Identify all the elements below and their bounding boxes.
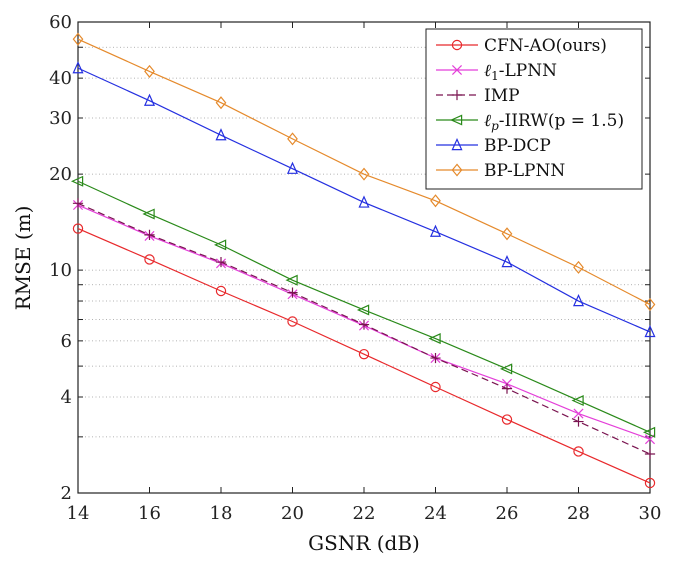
triangle-left-marker — [142, 208, 155, 220]
legend-label: ℓ1-LPNN — [484, 61, 557, 83]
x-tick-label: 18 — [210, 503, 233, 524]
legend-entry: ℓ1-LPNN — [436, 61, 557, 83]
plus-marker — [144, 229, 155, 240]
series-line — [77, 38, 651, 306]
circle-marker — [430, 381, 441, 393]
series-line — [77, 180, 651, 433]
diamond-marker — [573, 260, 584, 274]
triangle-left-marker — [571, 394, 584, 407]
triangle-up-marker — [358, 195, 370, 208]
series-p-iirw-p-1-5 — [70, 175, 656, 438]
circle-marker — [451, 39, 463, 51]
y-tick-label: 30 — [49, 108, 72, 129]
x-tick-label: 28 — [567, 503, 590, 524]
legend-label: CFN-AO(ours) — [484, 36, 607, 56]
plus-marker — [215, 256, 227, 268]
circle-marker — [358, 348, 370, 360]
triangle-up-marker — [451, 137, 463, 151]
x-tick-label: 20 — [281, 503, 304, 524]
x-axis-ticks: 14 16 18 20 22 24 26 28 30 — [67, 22, 662, 524]
triangle-up-marker — [429, 224, 442, 237]
y-tick-label: 10 — [49, 260, 72, 281]
legend-box — [425, 28, 643, 190]
triangle-left-marker — [449, 114, 463, 126]
triangle-up-marker — [143, 93, 156, 106]
circle-marker — [72, 223, 84, 234]
plus-marker — [287, 287, 298, 298]
legend-entry: CFN-AO(ours) — [436, 36, 607, 56]
circle-marker — [644, 477, 656, 489]
legend-entry: ℓp-IIRW(p = 1.5) — [436, 111, 624, 133]
plus-marker — [573, 416, 584, 427]
diamond-marker — [215, 96, 227, 110]
triangle-up-marker — [572, 293, 585, 307]
y-tick-label: 6 — [61, 331, 72, 352]
x-tick-label: 24 — [424, 503, 447, 524]
triangle-up-marker — [644, 324, 656, 338]
series-line — [77, 228, 651, 484]
circle-marker — [215, 285, 227, 297]
plus-marker — [451, 89, 463, 101]
x-marker — [573, 408, 584, 419]
legend-label: IMP — [484, 86, 520, 106]
circle-marker — [573, 446, 584, 457]
legend-label: BP-DCP — [484, 136, 551, 156]
x-axis-label: GSNR (dB) — [308, 531, 420, 555]
diamond-marker — [358, 167, 370, 181]
triangle-left-marker — [70, 175, 84, 187]
diamond-marker — [72, 32, 84, 46]
triangle-up-marker — [215, 128, 227, 141]
series-lines — [70, 32, 656, 489]
x-tick-label: 26 — [496, 503, 519, 524]
triangle-left-marker — [499, 363, 513, 375]
x-tick-label: 22 — [353, 503, 376, 524]
legend-label: ℓp-IIRW(p = 1.5) — [484, 111, 624, 133]
triangle-left-marker — [213, 239, 227, 251]
series-line — [77, 67, 651, 333]
triangle-up-marker — [286, 161, 299, 174]
x-tick-label: 16 — [138, 503, 161, 524]
plus-marker — [430, 352, 441, 364]
y-tick-label: 2 — [61, 483, 72, 504]
x-tick-label: 14 — [67, 503, 90, 524]
y-tick-label: 60 — [49, 12, 72, 33]
diamond-marker — [451, 163, 463, 177]
diamond-marker — [287, 132, 298, 146]
y-tick-label: 20 — [49, 164, 72, 185]
series-imp — [72, 198, 656, 460]
grid-lines — [78, 46, 650, 438]
series-cfn-ao-ours — [72, 223, 656, 489]
diamond-marker — [430, 194, 441, 208]
legend-entry: BP-DCP — [436, 136, 551, 156]
diamond-marker — [144, 64, 155, 78]
y-axis-ticks: 2 4 6 10 20 30 40 60 — [49, 12, 650, 504]
diamond-marker — [644, 297, 656, 312]
x-tick-label: 30 — [639, 503, 662, 524]
y-tick-label: 4 — [61, 387, 72, 408]
triangle-left-marker — [428, 333, 441, 345]
series-bp-lpnn — [72, 32, 656, 312]
plus-marker — [501, 383, 513, 394]
triangle-left-marker — [356, 304, 370, 316]
plus-marker — [358, 319, 370, 330]
y-axis-label: RMSE (m) — [11, 206, 35, 311]
series-bp-dcp — [72, 61, 656, 338]
triangle-left-marker — [642, 426, 656, 438]
legend-entry: BP-LPNN — [436, 161, 565, 181]
y-tick-label: 40 — [49, 68, 72, 89]
legend: CFN-AO(ours) ℓ1-LPNN IMP ℓp-IIRW(p = 1.5) BP… — [425, 28, 643, 190]
diamond-marker — [501, 227, 513, 241]
plus-marker — [644, 448, 656, 460]
circle-marker — [144, 254, 155, 265]
circle-marker — [501, 414, 513, 425]
triangle-left-marker — [285, 274, 298, 286]
triangle-up-marker — [72, 61, 84, 74]
x-marker — [451, 64, 463, 76]
circle-marker — [287, 316, 298, 327]
plus-marker — [72, 198, 84, 209]
triangle-up-marker — [501, 254, 513, 268]
legend-entry: IMP — [436, 86, 520, 106]
legend-label: BP-LPNN — [484, 161, 565, 181]
